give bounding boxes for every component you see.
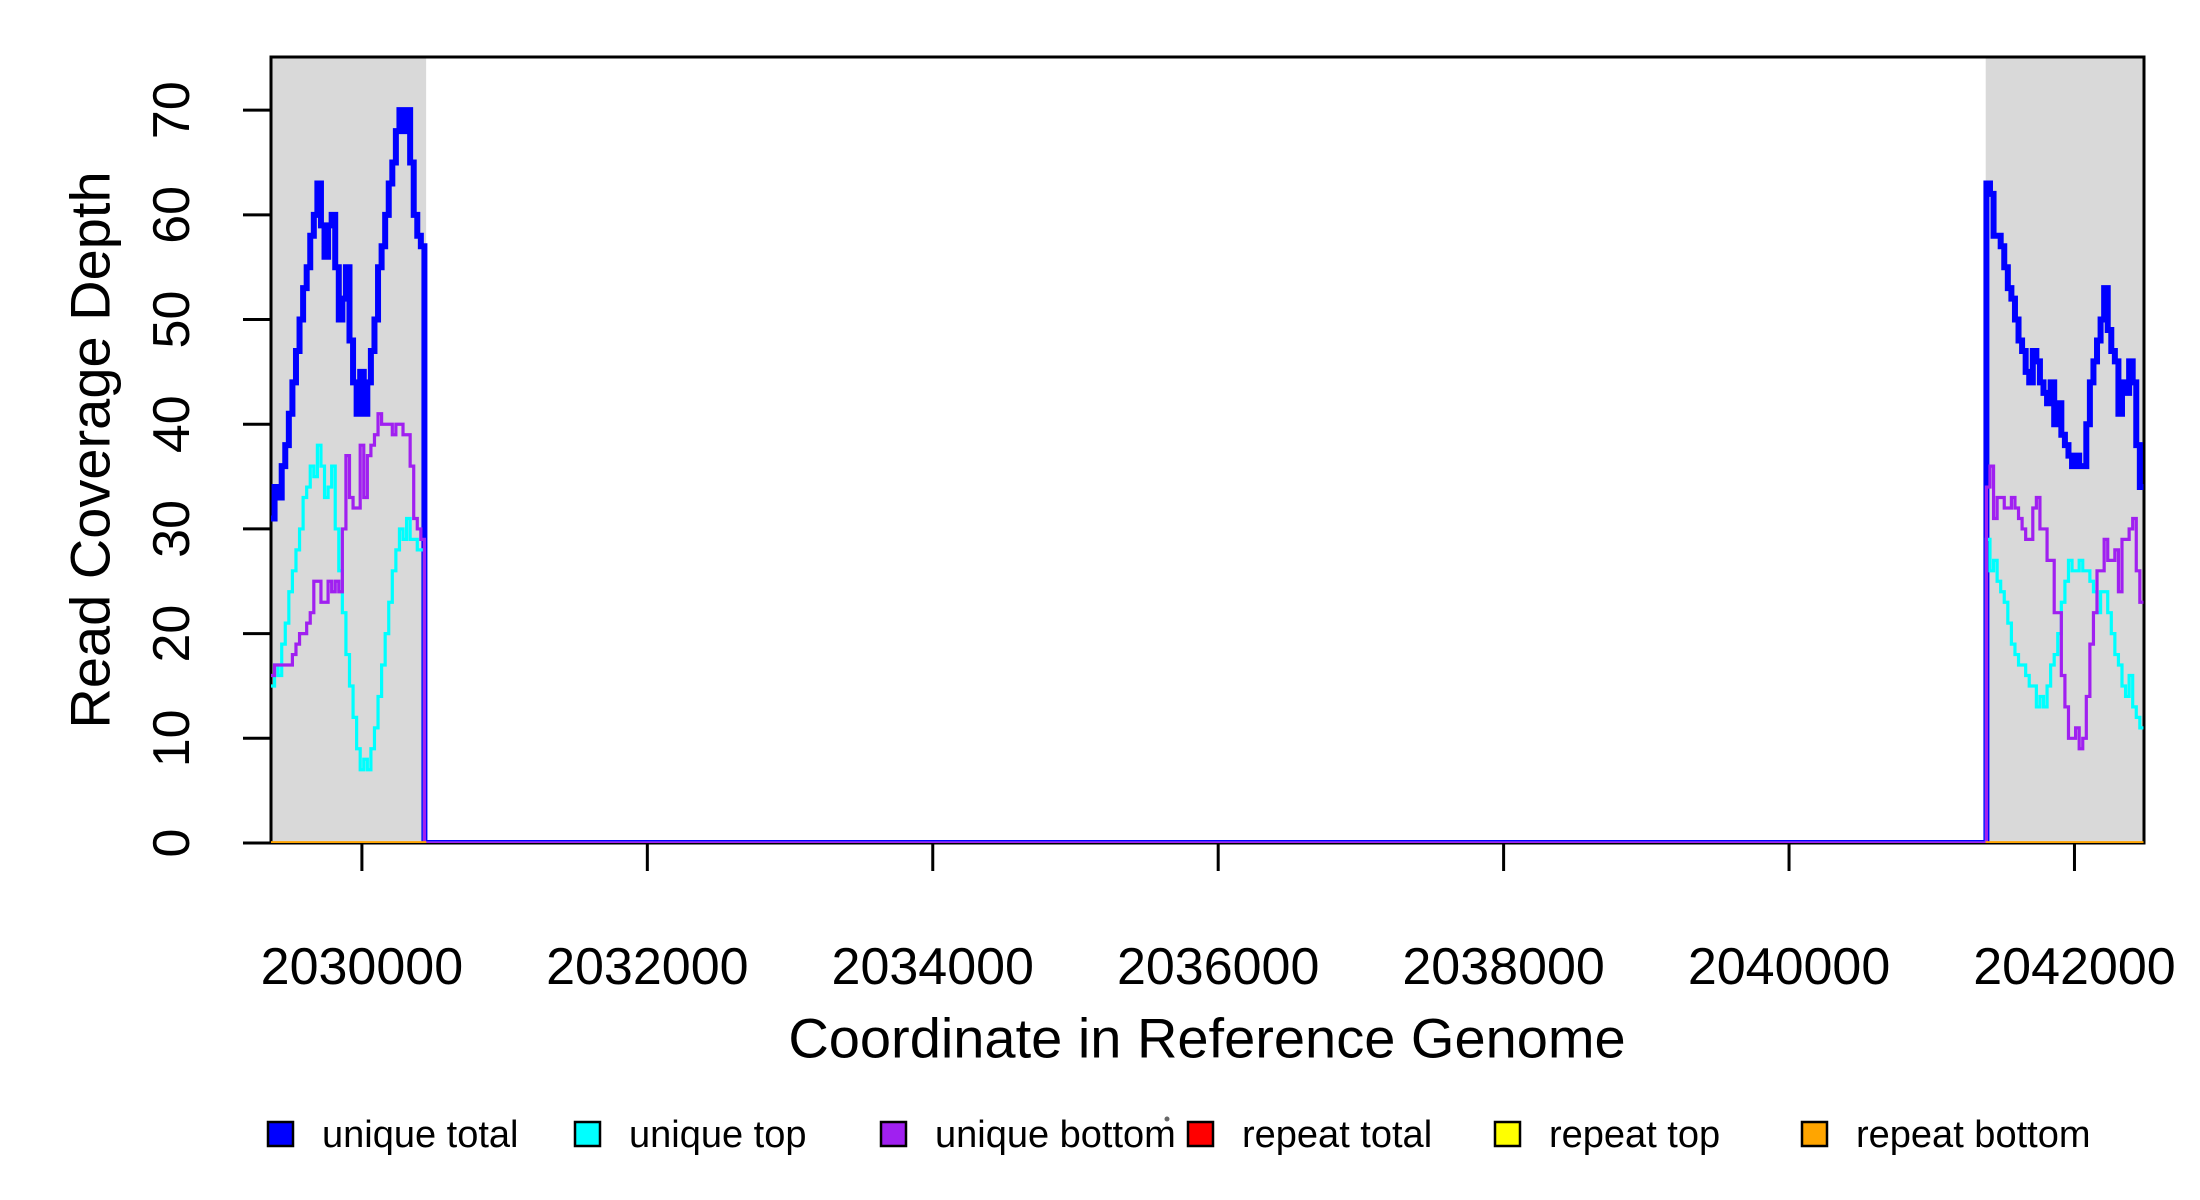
x-tick-label: 2042000 [1973,938,2175,996]
shaded-genome-region [1985,57,2144,843]
y-tick-label: 40 [143,395,201,453]
y-axis-title: Read Coverage Depth [59,171,122,728]
shaded-genome-region [271,57,427,843]
y-tick-label: 20 [143,605,201,663]
legend-item: repeat top [1493,1114,1720,1156]
x-axis-title: Coordinate in Reference Genome [788,1007,1625,1070]
legend-swatch [573,1120,602,1148]
legend-item: unique top [573,1114,807,1156]
y-axis: 0 10 20 30 40 50 60 70 [143,81,271,857]
shaded-regions-layer [271,57,2144,843]
y-tick-label: 0 [143,829,201,858]
x-tick-label: 2038000 [1402,938,1604,996]
y-tick-label: 60 [143,186,201,244]
stray-dot [1164,1116,1170,1122]
legend-item: unique total [266,1114,519,1156]
legend-label: repeat total [1242,1114,1432,1156]
legend-label: unique bottom [935,1114,1176,1156]
legend-item: repeat bottom [1800,1114,2090,1156]
x-tick-label: 2036000 [1117,938,1319,996]
series-layer [271,107,2144,843]
plot-border-box [269,55,2146,845]
series-unique-bottom [271,412,2144,843]
series-unique-top [271,443,2144,843]
legend-item: unique bottom [879,1114,1176,1156]
x-tick-label: 2040000 [1688,938,1890,996]
y-tick-label: 30 [143,500,201,558]
series-unique-total [271,107,2144,843]
legend-swatch [266,1120,295,1148]
y-tick-label: 10 [143,709,201,767]
legend: unique total unique top unique bottom repea… [266,1114,2090,1156]
legend-label: repeat bottom [1856,1114,2090,1156]
x-tick-label: 2032000 [546,938,748,996]
x-tick-label: 2034000 [832,938,1034,996]
legend-swatch [879,1120,908,1148]
legend-swatch [1493,1120,1522,1148]
y-tick-label: 50 [143,291,201,349]
legend-item: repeat total [1186,1114,1432,1156]
legend-label: unique total [322,1114,519,1156]
legend-label: repeat top [1549,1114,1720,1156]
legend-swatch [1800,1120,1829,1148]
x-axis: 2030000 2032000 2034000 2036000 2038000 20400… [261,843,2176,996]
x-tick-label: 2030000 [261,938,463,996]
legend-swatch [1186,1120,1215,1148]
legend-label: unique top [629,1114,807,1156]
y-tick-label: 70 [143,81,201,139]
